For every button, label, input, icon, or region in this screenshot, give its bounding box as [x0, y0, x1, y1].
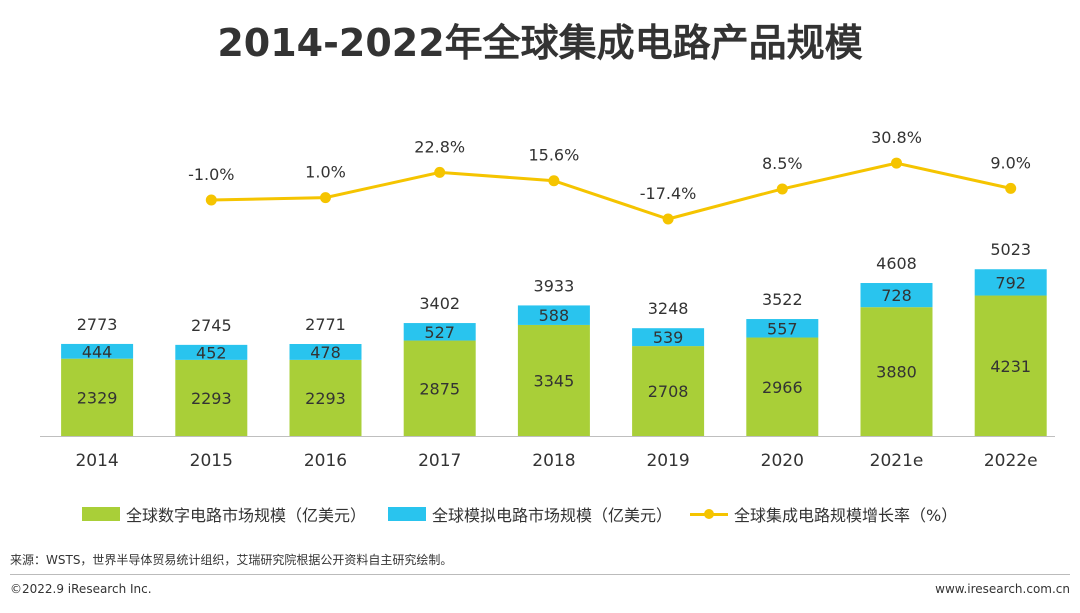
bar-analog-2019 [632, 328, 705, 347]
bar-analog-2015 [175, 344, 248, 360]
source-note: 来源：WSTS，世界半导体贸易统计组织，艾瑞研究院根据公开资料自主研究绘制。 [10, 553, 453, 567]
label-analog-2019: 539 [653, 328, 684, 347]
growth-rate-line [211, 161, 1012, 221]
growth-point-2021e [891, 157, 902, 169]
bar-digital-2014 [61, 358, 134, 436]
tick-label-2020: 2020 [761, 451, 804, 471]
bar-digital-2022e [974, 295, 1047, 436]
growth-point-2018 [548, 175, 560, 187]
label-digital-2018: 3345 [534, 371, 575, 390]
legend-label-growth: 全球集成电路规模增长率（%） [734, 506, 958, 525]
bar-digital-2015 [175, 359, 248, 436]
legend-item-digital: 全球数字电路市场规模（亿美元） [82, 500, 366, 528]
legend-swatch-analog [388, 507, 426, 521]
label-analog-2020: 557 [767, 319, 798, 338]
chart-canvas: 2329 444 2773 2014 2293 452 2745 2015 2293 478 277… [40, 128, 1055, 471]
label-total-2016: 2771 [305, 315, 346, 334]
bar-digital-2019 [632, 346, 705, 436]
legend-label-digital: 全球数字电路市场规模（亿美元） [126, 506, 367, 525]
legend-item-analog: 全球模拟电路市场规模（亿美元） [388, 500, 672, 528]
label-analog-2014: 444 [82, 342, 113, 361]
legend-item-growth: 全球集成电路规模增长率（%） [690, 500, 957, 528]
tick-label-2014: 2014 [75, 451, 118, 471]
growth-label-2018: 15.6% [528, 146, 579, 165]
copyright-text: ©2022.9 iResearch Inc. [10, 582, 152, 596]
bar-digital-2017 [403, 340, 476, 436]
label-total-2022e: 5023 [990, 240, 1031, 259]
bar-analog-2018 [517, 305, 590, 325]
bar-digital-2021e [860, 307, 933, 436]
tick-label-2017: 2017 [418, 451, 461, 471]
bar-digital-2020 [746, 337, 819, 436]
label-analog-2022e: 792 [995, 273, 1026, 292]
growth-point-2020 [776, 183, 788, 195]
growth-point-2015 [205, 194, 217, 206]
label-total-2015: 2745 [191, 316, 232, 335]
tick-label-2022e: 2022e [984, 451, 1038, 471]
legend-label-analog: 全球模拟电路市场规模（亿美元） [432, 506, 673, 525]
label-digital-2015: 2293 [191, 389, 232, 408]
bar-analog-2021e [860, 283, 933, 308]
growth-point-2019 [662, 213, 674, 225]
tick-label-2021e: 2021e [870, 451, 924, 471]
label-total-2017: 3402 [419, 294, 460, 313]
tick-label-2016: 2016 [304, 451, 347, 471]
label-analog-2016: 478 [310, 343, 341, 362]
label-analog-2015: 452 [196, 343, 227, 362]
growth-label-2015: -1.0% [188, 165, 234, 184]
growth-point-2016 [320, 192, 331, 204]
label-digital-2017: 2875 [419, 379, 460, 398]
growth-label-2016: 1.0% [305, 163, 346, 182]
tick-label-2015: 2015 [190, 451, 233, 471]
label-digital-2020: 2966 [762, 378, 803, 397]
bar-digital-2018 [517, 324, 590, 436]
chart-title: 2014-2022年全球集成电路产品规模 [217, 21, 863, 65]
label-digital-2014: 2329 [77, 388, 118, 407]
growth-label-2017: 22.8% [414, 137, 465, 156]
growth-label-2020: 8.5% [762, 154, 803, 173]
bar-analog-2014 [61, 343, 134, 359]
label-total-2021e: 4608 [876, 254, 917, 273]
tick-label-2019: 2019 [646, 451, 689, 471]
label-total-2018: 3933 [534, 276, 575, 295]
label-analog-2021e: 728 [881, 286, 912, 305]
growth-label-2022e: 9.0% [990, 153, 1031, 172]
label-digital-2016: 2293 [305, 389, 346, 408]
label-total-2014: 2773 [77, 315, 118, 334]
footer-divider [10, 574, 1070, 575]
tick-label-2018: 2018 [532, 451, 575, 471]
bar-analog-2020 [746, 319, 819, 338]
legend-swatch-digital [82, 507, 120, 521]
legend-swatch-growth [690, 507, 728, 521]
growth-label-2021e: 30.8% [871, 128, 922, 147]
growth-point-2017 [434, 166, 446, 178]
label-digital-2021e: 3880 [876, 363, 917, 382]
label-digital-2019: 2708 [648, 382, 689, 401]
bar-digital-2016 [289, 359, 362, 436]
bar-analog-2022e [974, 269, 1047, 296]
bar-analog-2016 [289, 344, 362, 360]
website-link[interactable]: www.iresearch.com.cn [935, 582, 1070, 596]
chart-legend: 全球数字电路市场规模（亿美元） 全球模拟电路市场规模（亿美元） 全球集成电路规模… [0, 500, 1080, 528]
bar-analog-2017 [403, 323, 476, 341]
label-analog-2018: 588 [539, 306, 570, 325]
growth-label-2019: -17.4% [640, 184, 697, 203]
label-total-2019: 3248 [648, 299, 689, 318]
growth-point-2022e [1005, 182, 1017, 194]
label-total-2020: 3522 [762, 290, 803, 309]
label-digital-2022e: 4231 [990, 357, 1031, 376]
label-analog-2017: 527 [424, 323, 455, 342]
